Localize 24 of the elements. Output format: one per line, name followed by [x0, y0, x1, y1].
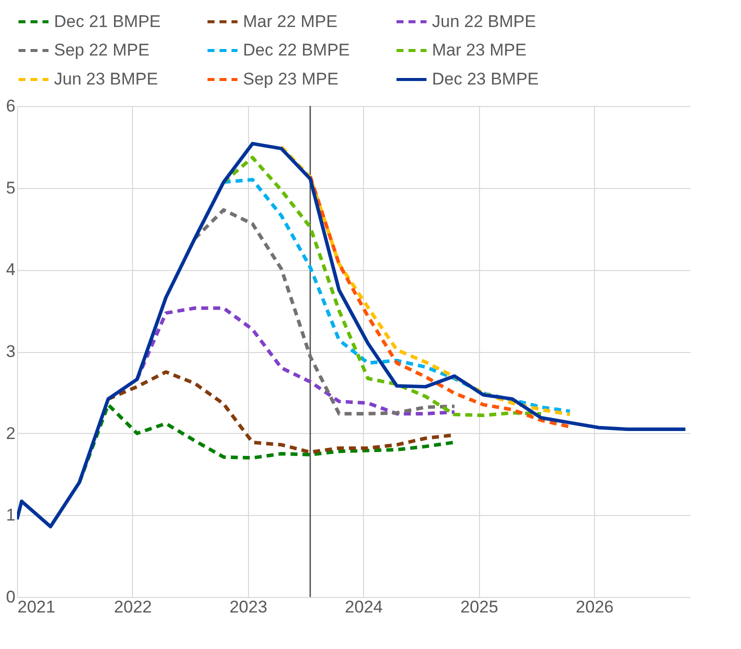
- x-tick-label: 2023: [229, 598, 268, 616]
- y-tick-label: 1: [6, 506, 16, 525]
- x-tick-label: 2024: [344, 598, 383, 616]
- y-tick-label: 3: [6, 342, 16, 361]
- legend-label: Dec 22 BMPE: [243, 40, 350, 60]
- legend-label: Mar 22 MPE: [243, 12, 338, 31]
- y-tick-label: 6: [6, 96, 16, 116]
- legend-label: Jun 23 BMPE: [54, 70, 158, 88]
- line-series: [280, 145, 572, 416]
- y-tick-label: 2: [6, 424, 16, 443]
- y-tick-label: 5: [6, 178, 16, 198]
- legend-label: Dec 21 BMPE: [54, 12, 161, 31]
- legend-label: Sep 22 MPE: [54, 40, 150, 60]
- legend-label: Dec 23 BMPE: [432, 70, 539, 88]
- x-tick-label: 2025: [460, 598, 498, 616]
- legend-label: Jun 22 BMPE: [432, 12, 536, 31]
- y-tick-label: 4: [6, 260, 16, 280]
- x-tick-label: 2021: [18, 598, 56, 616]
- legend-label: Sep 23 MPE: [243, 70, 338, 88]
- legend-label: Mar 23 MPE: [432, 40, 526, 60]
- line-series: [17, 142, 688, 528]
- x-tick-label: 2026: [576, 598, 614, 616]
- y-tick-label: 0: [6, 588, 16, 606]
- x-tick-label: 2022: [114, 598, 152, 616]
